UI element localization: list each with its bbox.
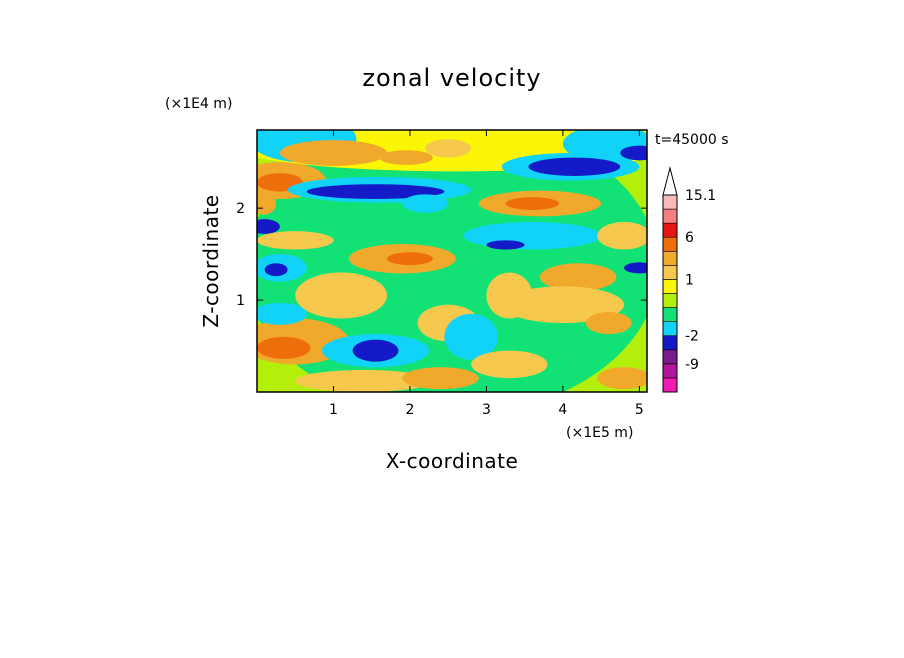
x-tick-label: 3: [482, 402, 491, 418]
field-region-29: [257, 336, 311, 359]
colorbar-frame: [662, 194, 678, 393]
field-region-19: [264, 263, 288, 277]
field-region-25: [539, 263, 617, 291]
field-region-42: [597, 367, 647, 390]
field-region-39: [402, 194, 449, 213]
field-region-22: [463, 221, 602, 250]
field-region-34: [444, 313, 498, 360]
y-axis-label: Z-coordinate: [199, 194, 223, 327]
colorbar-band: [662, 349, 678, 365]
colorbar-band: [662, 222, 678, 238]
x-axis: 1 2 3 4 5: [329, 130, 644, 418]
field-region-12: [528, 157, 621, 176]
field-region-15: [505, 197, 560, 210]
y-axis: 12: [236, 201, 647, 309]
colorbar-band: [662, 265, 678, 280]
y-unit-label: (×1E4 m): [165, 96, 232, 112]
colorbar: 15.1 6 1 -2 -9: [662, 166, 716, 393]
x-tick-label: 2: [405, 402, 414, 418]
x-unit-label: (×1E5 m): [566, 425, 633, 441]
field-region-8: [279, 140, 387, 166]
colorbar-label: 15.1: [685, 188, 716, 204]
colorbar-label: -2: [685, 329, 699, 345]
field-region-7: [306, 184, 445, 199]
x-tick-label: 1: [329, 402, 338, 418]
field-region-30: [295, 272, 387, 319]
colorbar-band: [662, 293, 678, 308]
field-region-43: [597, 221, 647, 250]
field-region-10: [425, 139, 472, 158]
field-region-21: [387, 252, 433, 266]
colorbar-band: [662, 250, 678, 266]
x-tick-label: 5: [635, 402, 644, 418]
field-region-37: [402, 367, 479, 390]
field-region-40: [257, 192, 277, 215]
colorbar-label: -9: [685, 357, 699, 373]
plot-area: [256, 129, 648, 393]
colorbar-extend-triangle: [662, 166, 678, 196]
colorbar-band: [662, 321, 678, 337]
field-region-36: [295, 369, 433, 392]
y-tick-label: 1: [236, 293, 245, 309]
field-region-23: [486, 240, 525, 250]
field-region-27: [585, 312, 632, 335]
x-tick-label: 4: [558, 402, 567, 418]
colorbar-band: [662, 377, 678, 393]
colorbar-label: 1: [685, 272, 694, 288]
plot-frame: [256, 129, 648, 393]
field-region-41: [486, 272, 533, 319]
chart-title: zonal velocity: [362, 64, 541, 92]
time-label: t=45000 s: [655, 132, 729, 148]
colorbar-band: [662, 194, 678, 210]
field-region-32: [352, 339, 399, 362]
colorbar-band: [662, 236, 678, 252]
colorbar-band: [662, 208, 678, 224]
field-region-38: [257, 302, 307, 325]
colorbar-band: [662, 363, 678, 379]
colorbar-label: 6: [685, 230, 694, 246]
x-axis-label: X-coordinate: [386, 449, 519, 473]
field-region-13: [620, 145, 647, 161]
colorbar-band: [662, 279, 678, 294]
field-region-17: [257, 231, 334, 250]
colorbar-band: [662, 335, 678, 351]
velocity-field: [257, 130, 647, 392]
y-tick-label: 2: [236, 201, 245, 217]
colorbar-band: [662, 307, 678, 322]
field-region-16: [257, 219, 280, 234]
field-region-24: [624, 262, 647, 274]
field-region-35: [471, 350, 548, 379]
field-region-9: [379, 150, 433, 165]
